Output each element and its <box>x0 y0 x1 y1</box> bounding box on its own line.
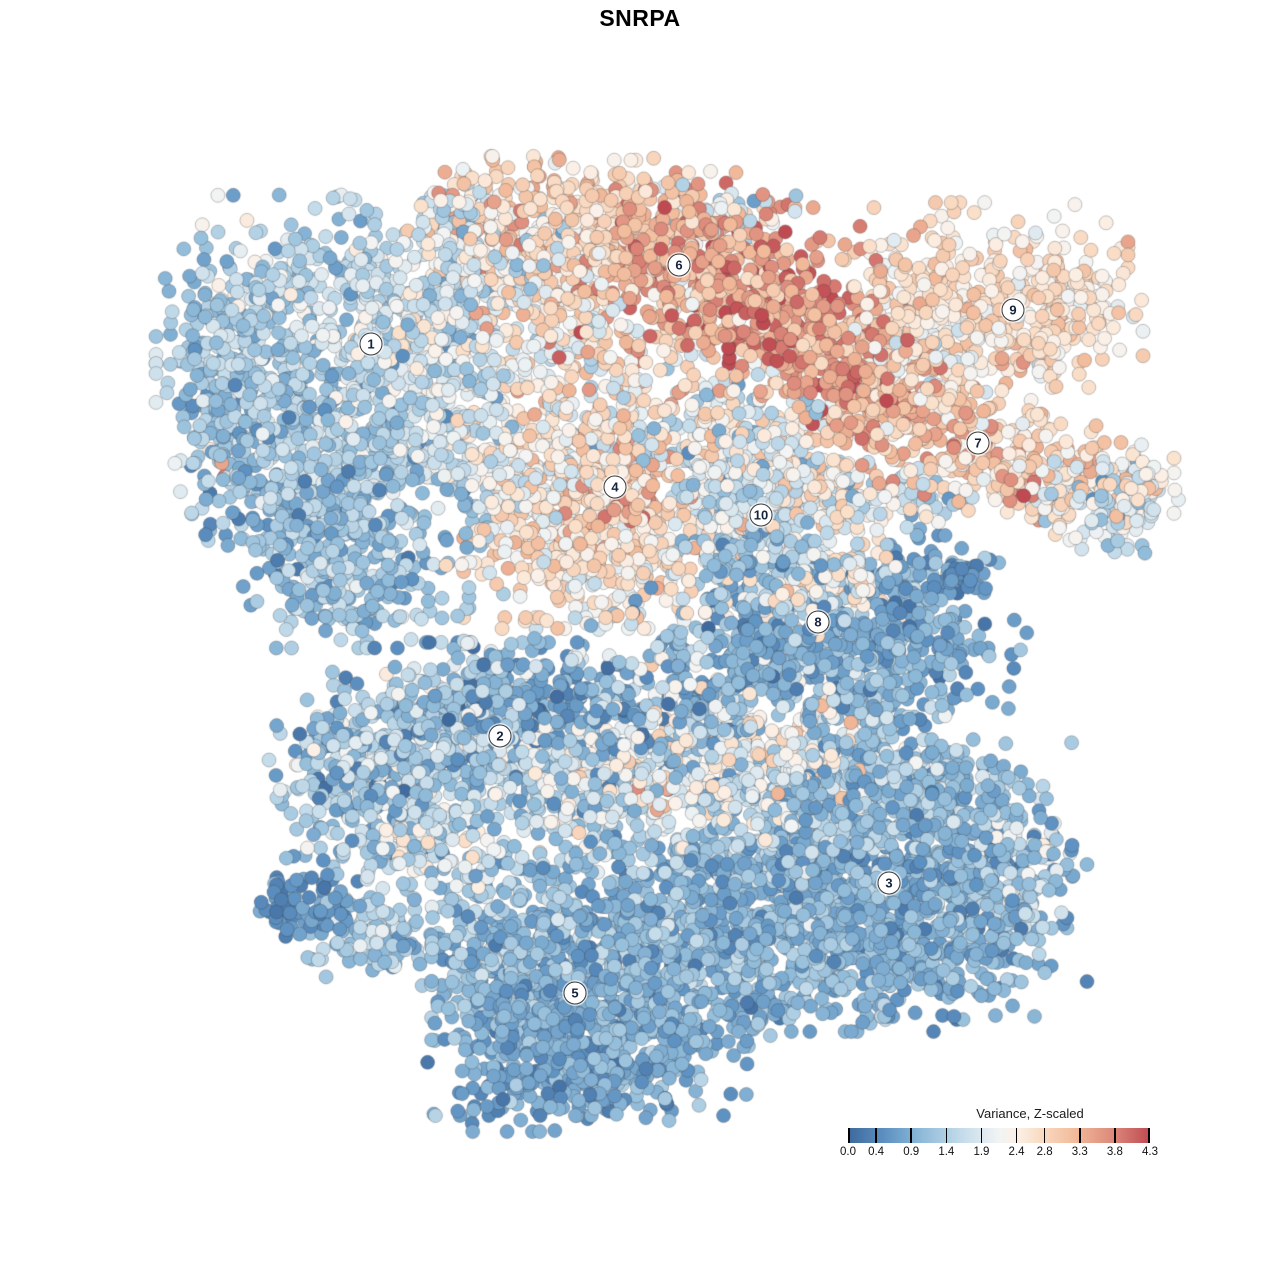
cluster-label-badge: 7 <box>966 431 990 455</box>
colorbar-tick-label: 3.8 <box>1106 1146 1123 1158</box>
colorbar-tick-mark <box>1015 1128 1018 1143</box>
colorbar-tick-mark <box>1148 1128 1150 1143</box>
cluster-label-badge: 1 <box>359 332 383 356</box>
cluster-label-badge: 8 <box>806 610 830 634</box>
colorbar-tick-mark <box>1043 1128 1046 1143</box>
colorbar-tick-mark <box>1078 1128 1081 1143</box>
cluster-label-badge: 4 <box>603 475 627 499</box>
colorbar-tick-mark <box>945 1128 948 1143</box>
colorbar-tick-label: 1.9 <box>973 1146 990 1158</box>
cluster-label-badge: 3 <box>877 871 901 895</box>
colorbar-tick-label: 1.4 <box>938 1146 955 1158</box>
colorbar-tick-label: 3.3 <box>1071 1146 1088 1158</box>
colorbar-tick-mark <box>910 1128 912 1143</box>
colorbar-tick-labels: 0.0 0.4 0.9 1.4 1.9 2.4 2.8 3.3 3.8 4.3 <box>840 1146 1158 1162</box>
colorbar-tick-label: 0.4 <box>868 1146 885 1158</box>
colorbar-tick-label: 4.3 <box>1142 1146 1158 1158</box>
colorbar-gradient <box>848 1128 1150 1143</box>
colorbar-tick-label: 2.8 <box>1036 1146 1053 1158</box>
colorbar-title: Variance, Z-scaled <box>976 1106 1084 1121</box>
cluster-label-badge: 9 <box>1001 298 1025 322</box>
colorbar-tick-mark <box>980 1128 983 1143</box>
cluster-label-badge: 2 <box>488 724 512 748</box>
colorbar-tick-mark <box>848 1128 850 1143</box>
cluster-label-badge: 10 <box>749 503 773 527</box>
cluster-label-badge: 6 <box>667 253 691 277</box>
cluster-label-badge: 5 <box>563 981 587 1005</box>
colorbar-tick-label: 0.9 <box>903 1146 920 1158</box>
colorbar-tick-label: 2.4 <box>1008 1146 1025 1158</box>
colorbar-tick-mark <box>875 1128 877 1143</box>
colorbar-tick-label: 0.0 <box>840 1146 856 1158</box>
colorbar-legend: Variance, Z-scaled 0.0 0.4 0.9 1.4 1.9 2.4 2.8… <box>840 1106 1158 1162</box>
colorbar-tick-mark <box>1114 1128 1116 1143</box>
